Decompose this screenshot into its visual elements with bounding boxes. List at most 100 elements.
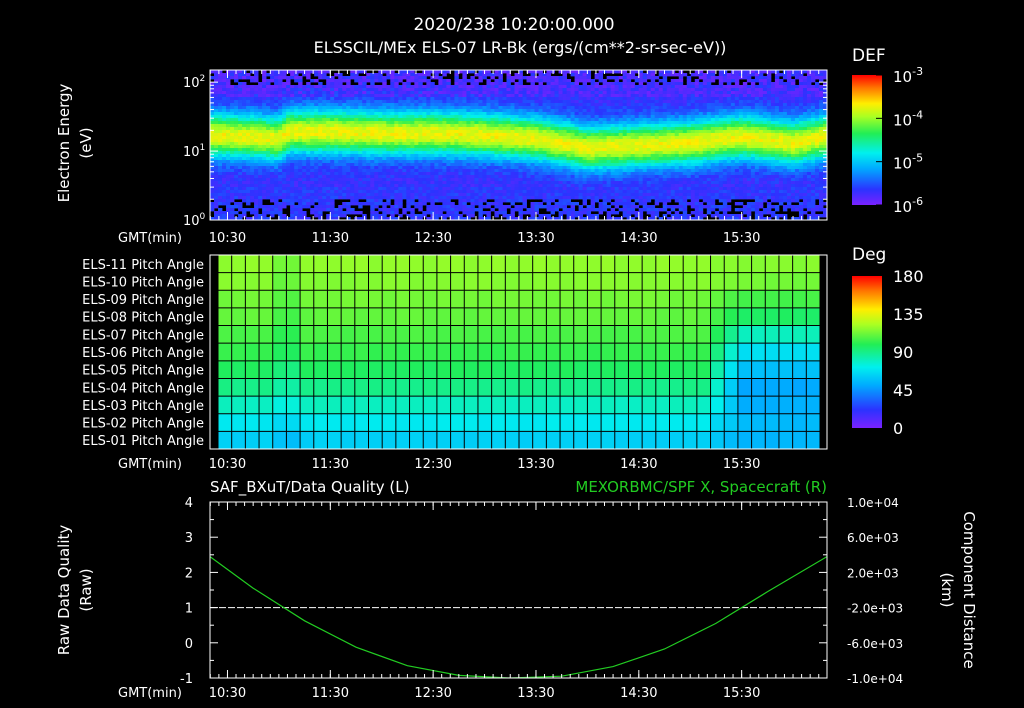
- spectrogram-cell: [514, 193, 519, 197]
- spectrogram-cell: [450, 106, 455, 110]
- spectrogram-cell: [370, 145, 375, 149]
- spectrogram-cell: [610, 211, 616, 215]
- spectrogram-cell: [586, 112, 592, 116]
- spectrogram-cell: [258, 217, 263, 220]
- spectrogram-cell: [598, 88, 604, 92]
- spectrogram-cell: [594, 199, 600, 203]
- spectrogram-cell: [238, 76, 243, 80]
- spectrogram-cell: [558, 217, 563, 220]
- spectrogram-cell: [482, 181, 487, 185]
- spectrogram-cell: [454, 133, 459, 137]
- spectrogram-cell: [342, 139, 347, 143]
- spectrogram-cell: [610, 112, 616, 116]
- spectrogram-cell: [446, 133, 451, 137]
- spectrogram-cell: [314, 109, 319, 113]
- spectrogram-cell: [230, 76, 235, 80]
- spectrogram-cell: [494, 82, 499, 86]
- spectrogram-cell: [622, 79, 628, 83]
- spectrogram-cell: [498, 130, 503, 134]
- spectrogram-cell: [314, 106, 319, 110]
- spectrogram-cell: [614, 118, 620, 122]
- spectrogram-cell: [246, 85, 251, 89]
- spectrogram-cell: [442, 124, 447, 128]
- spectrogram-cell: [606, 178, 612, 182]
- spectrogram-cell: [314, 175, 319, 179]
- spectrogram-cell: [370, 103, 375, 107]
- spectrogram-cell: [594, 208, 600, 212]
- spectrogram-cell: [302, 112, 307, 116]
- spectrogram-cell: [446, 121, 451, 125]
- spectrogram-cell: [618, 85, 624, 89]
- spectrogram-cell: [362, 121, 367, 125]
- spectrogram-cell: [410, 124, 415, 128]
- spectrogram-cell: [550, 82, 555, 86]
- spectrogram-cell: [578, 193, 584, 197]
- spectrogram-cell: [474, 112, 479, 116]
- spectrogram-cell: [446, 115, 451, 119]
- spectrogram-cell: [562, 154, 567, 158]
- spectrogram-cell: [234, 151, 239, 155]
- spectrogram-cell: [422, 196, 427, 200]
- spectrogram-cell: [582, 208, 588, 212]
- spectrogram-cell: [278, 124, 283, 128]
- spectrogram-cell: [330, 214, 335, 218]
- spectrogram-cell: [494, 199, 499, 203]
- spectrogram-cell: [526, 97, 531, 101]
- spectrogram-cell: [506, 190, 511, 194]
- spectrogram-cell: [566, 70, 571, 74]
- spectrogram-cell: [470, 175, 475, 179]
- spectrogram-cell: [274, 166, 279, 170]
- spectrogram-cell: [230, 169, 235, 173]
- spectrogram-cell: [226, 106, 231, 110]
- spectrogram-cell: [414, 154, 419, 158]
- spectrogram-cell: [454, 181, 459, 185]
- spectrogram-cell: [514, 199, 519, 203]
- spectrogram-cell: [278, 136, 283, 140]
- spectrogram-cell: [558, 172, 563, 176]
- spectrogram-cell: [490, 127, 495, 131]
- spectrogram-cell: [430, 130, 435, 134]
- spectrogram-cell: [582, 118, 588, 122]
- spectrogram-cell: [286, 121, 291, 125]
- spectrogram-cell: [510, 142, 515, 146]
- spectrogram-cell: [494, 181, 499, 185]
- spectrogram-cell: [502, 100, 507, 104]
- spectrogram-cell: [214, 76, 219, 80]
- spectrogram-cell: [230, 145, 235, 149]
- spectrogram-cell: [538, 151, 543, 155]
- spectrogram-cell: [350, 73, 355, 77]
- spectrogram-cell: [566, 172, 571, 176]
- spectrogram-cell: [258, 82, 263, 86]
- spectrogram-cell: [258, 184, 263, 188]
- spectrogram-cell: [534, 181, 539, 185]
- spectrogram-cell: [630, 85, 636, 89]
- spectrogram-cell: [322, 145, 327, 149]
- spectrogram-cell: [534, 94, 539, 98]
- spectrogram-cell: [322, 154, 327, 158]
- spectrogram-cell: [254, 169, 259, 173]
- spectrogram-cell: [362, 151, 367, 155]
- spectrogram-cell: [486, 118, 491, 122]
- spectrogram-cell: [414, 103, 419, 107]
- spectrogram-cell: [330, 142, 335, 146]
- spectrogram-cell: [382, 151, 387, 155]
- spectrogram-cell: [258, 85, 263, 89]
- spectrogram-cell: [498, 85, 503, 89]
- spectrogram-cell: [294, 211, 299, 215]
- spectrogram-cell: [234, 190, 239, 194]
- spectrogram-cell: [402, 175, 407, 179]
- spectrogram-cell: [430, 112, 435, 116]
- spectrogram-cell: [346, 97, 351, 101]
- spectrogram-cell: [414, 181, 419, 185]
- spectrogram-cell: [486, 100, 491, 104]
- spectrogram-cell: [462, 190, 467, 194]
- spectrogram-cell: [482, 115, 487, 119]
- spectrogram-cell: [406, 160, 411, 164]
- spectrogram-cell: [494, 97, 499, 101]
- spectrogram-cell: [402, 112, 407, 116]
- spectrogram-cell: [294, 199, 299, 203]
- spectrogram-cell: [274, 154, 279, 158]
- spectrogram-cell: [598, 154, 604, 158]
- spectrogram-cell: [382, 139, 387, 143]
- spectrogram-cell: [218, 157, 223, 161]
